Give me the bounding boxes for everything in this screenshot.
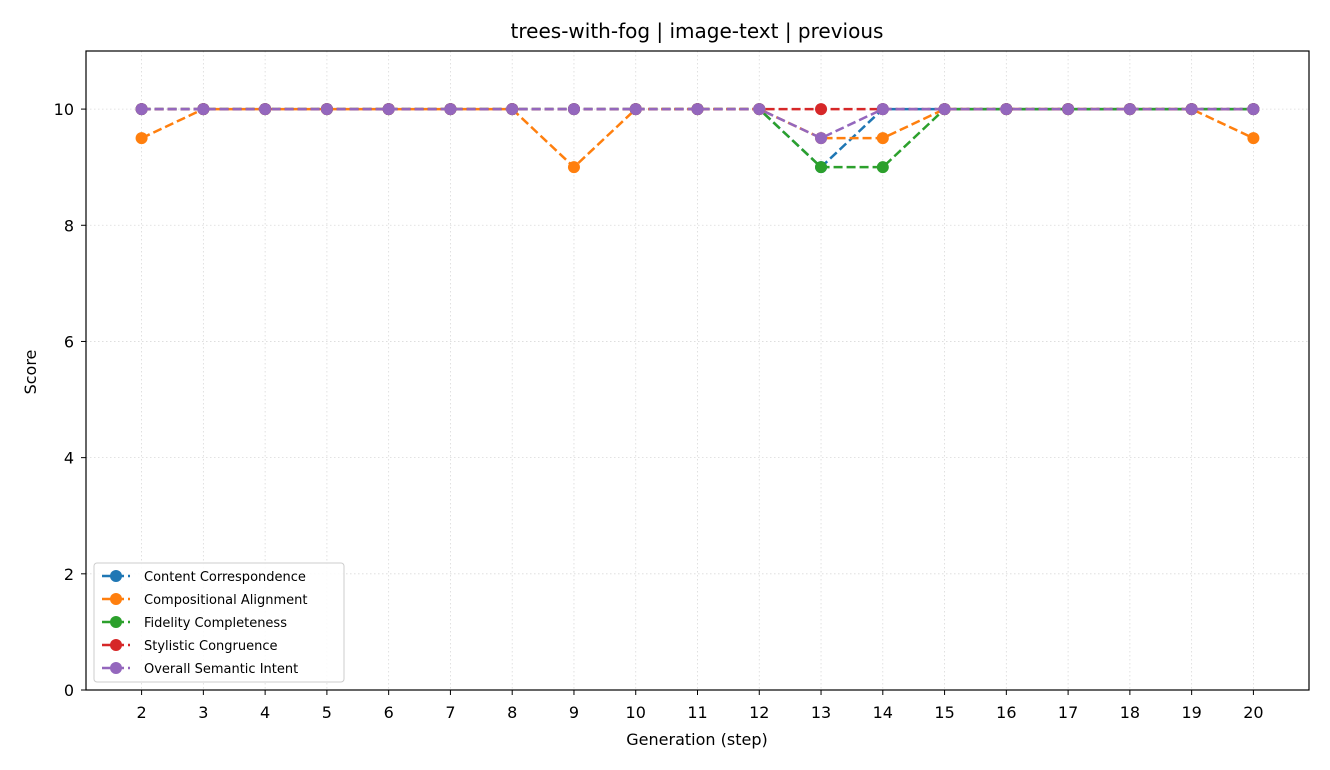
- legend-item-content-correspondence: Content Correspondence: [102, 570, 306, 585]
- legend-item-stylistic-congruence: Stylistic Congruence: [102, 639, 278, 654]
- data-point-overall-semantic-intent: [1062, 103, 1075, 116]
- legend-label-stylistic-congruence: Stylistic Congruence: [144, 639, 278, 654]
- y-tick-label: 10: [54, 100, 74, 119]
- data-point-overall-semantic-intent: [1123, 103, 1136, 116]
- legend-marker-overall-semantic-intent: [110, 662, 122, 674]
- data-point-fidelity-completeness: [815, 161, 828, 174]
- data-point-overall-semantic-intent: [135, 103, 148, 116]
- series-overall-semantic-intent: [135, 103, 1260, 145]
- data-point-compositional-alignment: [1247, 132, 1260, 145]
- x-tick-label: 10: [626, 703, 646, 722]
- x-tick-label: 8: [507, 703, 517, 722]
- y-axis-label: Score: [21, 350, 40, 395]
- x-tick-label: 20: [1243, 703, 1263, 722]
- data-point-overall-semantic-intent: [197, 103, 210, 116]
- y-tick-label: 2: [64, 565, 74, 584]
- data-point-compositional-alignment: [135, 132, 148, 145]
- legend-box: [93, 562, 345, 683]
- ticks: 2 3 4 5 6 7 8 9 10 11 12 13 14 15 16 17 18 19 20 0 2 4 6 8 10: [54, 100, 1264, 722]
- x-tick-label: 17: [1058, 703, 1078, 722]
- data-point-overall-semantic-intent: [506, 103, 519, 116]
- legend: Content Correspondence Compositional Alig…: [93, 562, 345, 683]
- legend-label-content-correspondence: Content Correspondence: [144, 570, 306, 585]
- series-group: [135, 103, 1260, 174]
- x-tick-label: 5: [322, 703, 332, 722]
- x-axis-label: Generation (step): [626, 730, 767, 749]
- y-tick-label: 0: [64, 681, 74, 700]
- data-point-overall-semantic-intent: [815, 132, 828, 145]
- x-tick-label: 16: [996, 703, 1016, 722]
- y-tick-label: 4: [64, 449, 74, 468]
- data-point-overall-semantic-intent: [259, 103, 272, 116]
- x-tick-label: 14: [873, 703, 893, 722]
- data-point-stylistic-congruence: [815, 103, 828, 116]
- data-point-overall-semantic-intent: [1000, 103, 1013, 116]
- data-point-overall-semantic-intent: [382, 103, 395, 116]
- data-point-compositional-alignment: [876, 132, 889, 145]
- data-point-overall-semantic-intent: [444, 103, 457, 116]
- x-tick-label: 2: [136, 703, 146, 722]
- x-tick-label: 9: [569, 703, 579, 722]
- y-tick-label: 6: [64, 332, 74, 351]
- x-tick-label: 13: [811, 703, 831, 722]
- legend-item-compositional-alignment: Compositional Alignment: [102, 593, 308, 608]
- chart-title: trees-with-fog | image-text | previous: [511, 19, 884, 43]
- x-tick-label: 6: [384, 703, 394, 722]
- data-point-overall-semantic-intent: [567, 103, 580, 116]
- x-tick-label: 15: [934, 703, 954, 722]
- data-point-overall-semantic-intent: [1185, 103, 1198, 116]
- x-tick-label: 4: [260, 703, 270, 722]
- data-point-overall-semantic-intent: [691, 103, 704, 116]
- data-point-overall-semantic-intent: [753, 103, 766, 116]
- data-point-overall-semantic-intent: [629, 103, 642, 116]
- legend-marker-compositional-alignment: [110, 593, 122, 605]
- data-point-overall-semantic-intent: [1247, 103, 1260, 116]
- x-tick-label: 11: [687, 703, 707, 722]
- legend-item-fidelity-completeness: Fidelity Completeness: [102, 616, 287, 631]
- legend-marker-stylistic-congruence: [110, 639, 122, 651]
- x-tick-label: 3: [198, 703, 208, 722]
- x-tick-label: 18: [1120, 703, 1140, 722]
- y-tick-label: 8: [64, 216, 74, 235]
- data-point-fidelity-completeness: [876, 161, 889, 174]
- data-point-overall-semantic-intent: [320, 103, 333, 116]
- legend-marker-content-correspondence: [110, 570, 122, 582]
- legend-label-overall-semantic-intent: Overall Semantic Intent: [144, 662, 298, 677]
- legend-item-overall-semantic-intent: Overall Semantic Intent: [102, 662, 298, 677]
- data-point-overall-semantic-intent: [876, 103, 889, 116]
- data-point-overall-semantic-intent: [938, 103, 951, 116]
- x-tick-label: 19: [1181, 703, 1201, 722]
- x-tick-label: 12: [749, 703, 769, 722]
- legend-label-compositional-alignment: Compositional Alignment: [144, 593, 308, 608]
- legend-label-fidelity-completeness: Fidelity Completeness: [144, 616, 287, 631]
- legend-marker-fidelity-completeness: [110, 616, 122, 628]
- data-point-compositional-alignment: [567, 161, 580, 174]
- x-tick-label: 7: [445, 703, 455, 722]
